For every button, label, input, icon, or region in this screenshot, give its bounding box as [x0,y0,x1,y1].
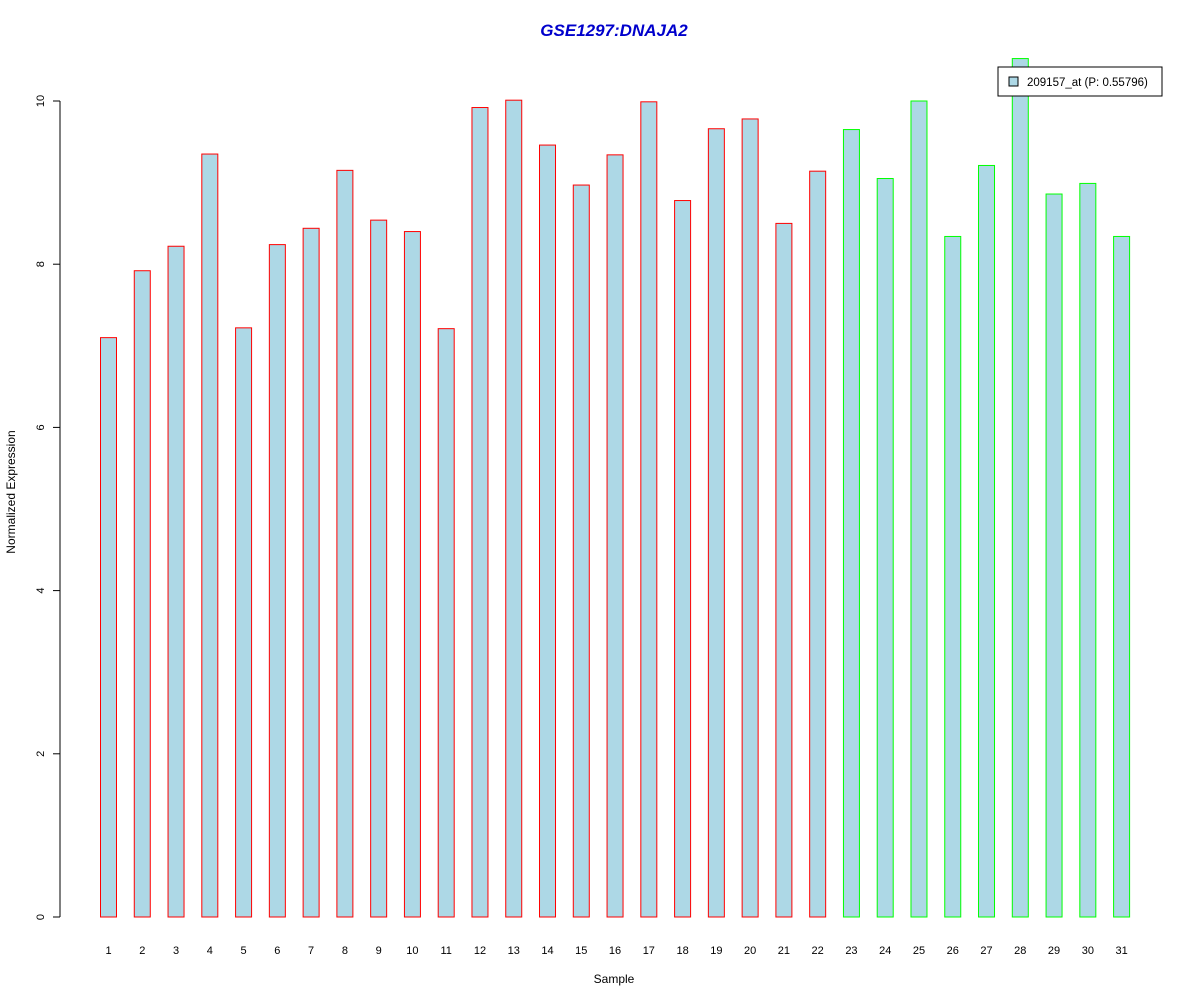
x-tick-label: 16 [609,945,621,957]
y-tick-label: 10 [35,95,47,107]
y-tick-label: 8 [35,261,47,267]
x-tick-label: 3 [173,945,179,957]
x-tick-label: 7 [308,945,314,957]
bar-sample-27 [978,164,996,918]
bar-sample-20 [741,118,759,918]
x-tick-label: 23 [845,945,857,957]
bar-sample-18 [674,200,692,918]
bar-sample-9 [370,219,388,918]
x-tick-label: 26 [947,945,959,957]
bar-sample-31 [1113,235,1131,918]
chart-title: GSE1297:DNAJA2 [540,21,688,40]
x-tick-label: 28 [1014,945,1026,957]
legend: 209157_at (P: 0.55796) [997,66,1163,97]
x-tick-label: 8 [342,945,348,957]
x-tick-label: 24 [879,945,891,957]
bar-sample-30 [1079,182,1097,918]
x-tick-label: 29 [1048,945,1060,957]
x-tick-label: 21 [778,945,790,957]
x-tick-label: 15 [575,945,587,957]
y-tick-label: 4 [35,588,47,594]
bar-sample-17 [640,101,658,918]
x-tick-label: 9 [376,945,382,957]
bar-sample-10 [403,231,421,918]
bar-sample-12 [471,107,489,918]
x-tick-label: 5 [241,945,247,957]
bar-sample-3 [167,245,185,918]
x-tick-label: 1 [105,945,111,957]
x-tick-label: 6 [274,945,280,957]
bar-sample-19 [707,128,725,918]
x-tick-label: 12 [474,945,486,957]
x-tick-label: 27 [980,945,992,957]
x-tick-label: 31 [1115,945,1127,957]
x-tick-label: 10 [406,945,418,957]
bars-group [100,58,1131,918]
bar-sample-11 [437,328,455,918]
x-tick-label: 22 [812,945,824,957]
bar-sample-13 [505,99,523,918]
bar-sample-6 [268,244,286,918]
legend-swatch [1008,76,1019,87]
y-axis: 0 2 4 6 8 10 [35,95,61,920]
bar-sample-26 [944,235,962,918]
legend-box [997,66,1163,97]
x-tick-label: 18 [676,945,688,957]
x-tick-label: 13 [508,945,520,957]
x-tick-label: 19 [710,945,722,957]
bar-sample-28 [1011,58,1029,918]
y-tick-label: 2 [35,751,47,757]
bar-sample-25 [910,100,928,918]
x-tick-label: 20 [744,945,756,957]
legend-entry: 209157_at (P: 0.55796) [1027,77,1148,89]
bar-sample-22 [809,170,827,918]
bar-sample-8 [336,169,354,918]
x-tick-label: 30 [1082,945,1094,957]
bar-sample-16 [606,154,624,918]
bar-sample-29 [1045,193,1063,918]
bar-sample-24 [876,178,894,918]
y-tick-label: 0 [35,914,47,920]
x-tick-label: 4 [207,945,213,957]
y-tick-label: 6 [35,424,47,430]
bar-sample-21 [775,222,793,918]
bar-sample-15 [572,184,590,918]
x-axis-label: Sample [594,972,635,986]
x-tick-label: 2 [139,945,145,957]
bar-sample-5 [235,327,253,918]
y-axis-label: Normalized Expression [4,430,18,553]
x-tick-label: 25 [913,945,925,957]
x-tick-labels: 1 2 3 4 5 6 7 8 9 10 11 12 13 14 15 16 17 18 19 20 21 22 23 24 2… [105,945,1127,957]
x-tick-label: 11 [440,945,451,957]
bar-sample-23 [842,129,860,918]
x-tick-label: 17 [643,945,655,957]
bar-sample-14 [539,144,557,918]
x-tick-label: 14 [541,945,553,957]
bar-sample-7 [302,227,320,918]
bar-sample-2 [133,270,151,918]
bar-sample-1 [100,337,117,918]
bar-sample-4 [201,153,219,918]
